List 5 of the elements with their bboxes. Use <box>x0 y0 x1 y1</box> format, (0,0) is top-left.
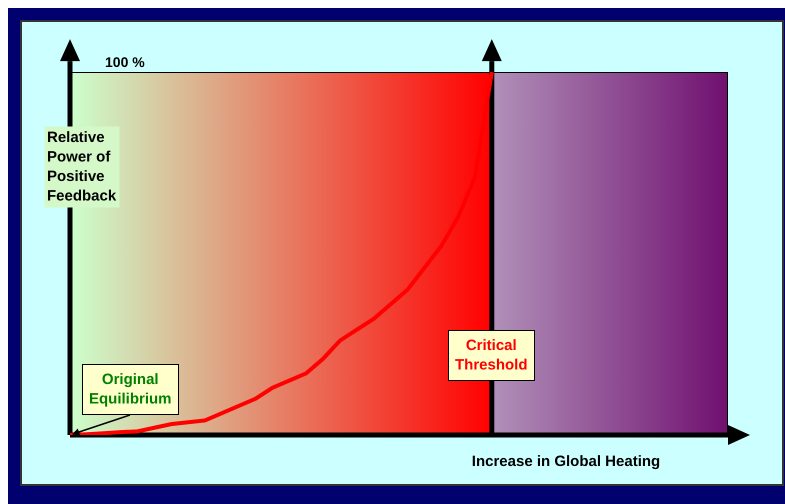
text: 100 % <box>105 54 146 70</box>
annotation: Critical Threshold <box>455 337 528 374</box>
y-axis-title: Relative Power of Positive Feedback <box>47 129 117 204</box>
annotation: Original Equilibrium <box>89 371 172 408</box>
x-axis-title: Increase in Global Heating <box>472 453 660 470</box>
